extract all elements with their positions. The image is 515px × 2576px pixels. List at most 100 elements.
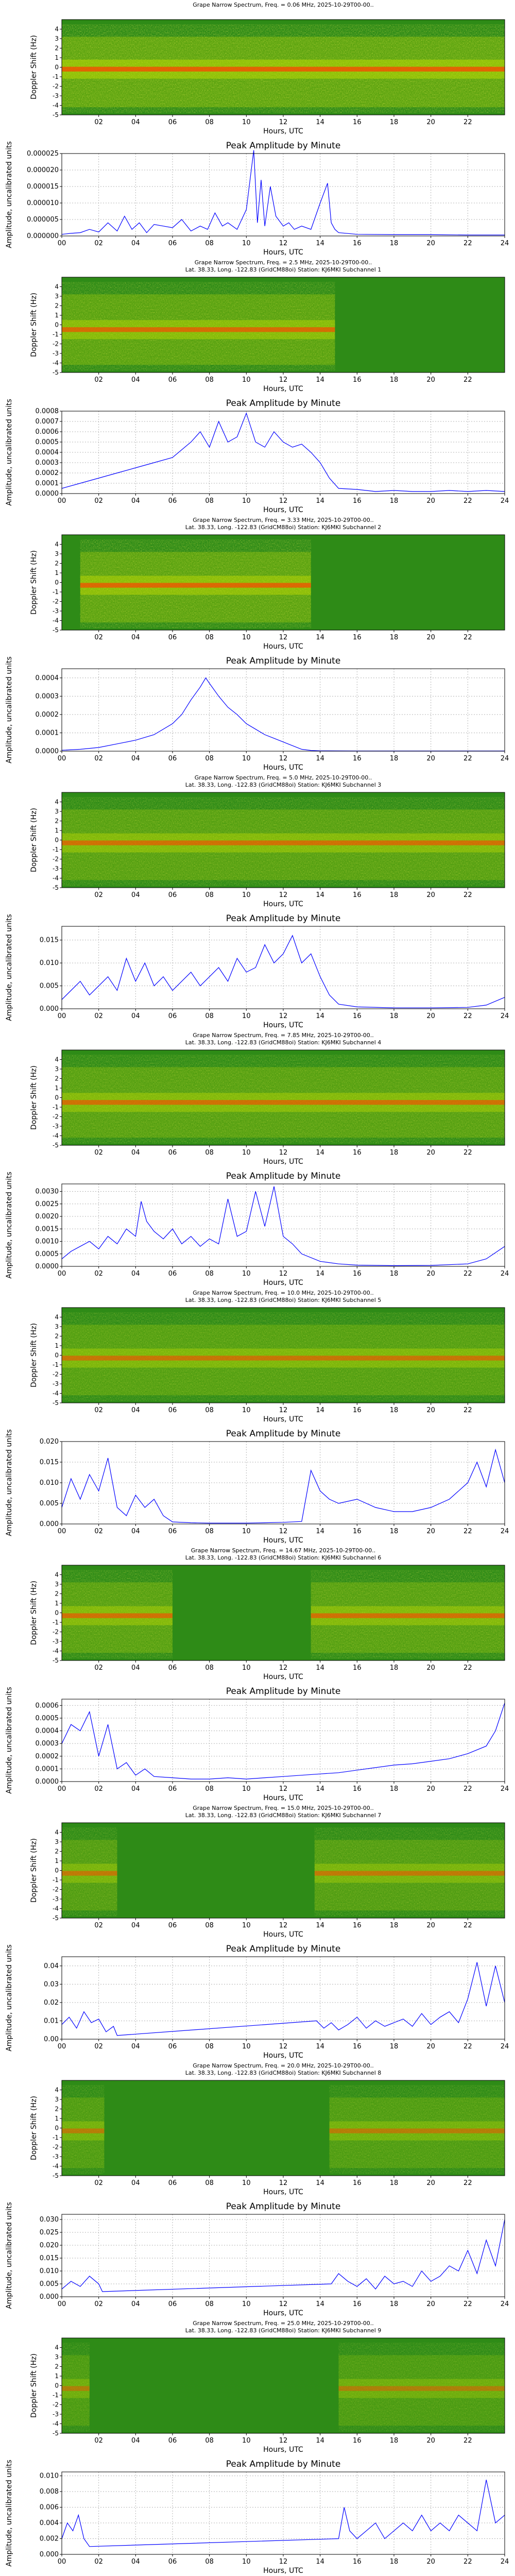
- amplitude-xtick-label: 12: [279, 1785, 288, 1793]
- spectrogram-ytick-label: 1: [55, 569, 59, 577]
- spectrogram-ytick-label: -3: [53, 1638, 59, 1645]
- spectrogram-xtick-label: 16: [353, 1149, 362, 1157]
- amplitude-xtick-label: 08: [205, 240, 214, 247]
- spectrogram-ytick-label: -3: [53, 1380, 59, 1387]
- amplitude-xtick-label: 12: [279, 1528, 288, 1535]
- amplitude-xtick-label: 16: [353, 240, 362, 247]
- amplitude-series-line: [61, 150, 505, 235]
- amplitude-xtick-label: 04: [131, 2300, 140, 2308]
- amplitude-ytick-label: 0.000: [40, 1005, 59, 1013]
- amplitude-xtick-label: 14: [316, 1270, 324, 1278]
- amplitude-xtick-label: 14: [316, 1528, 324, 1535]
- spectrogram-title: Grape Narrow Spectrum, Freq. = 25.0 MHz,…: [193, 2320, 374, 2327]
- spectrogram-carrier-0: [62, 1871, 117, 1876]
- panel-pair-8: Grape Narrow Spectrum, Freq. = 20.0 MHz,…: [5, 2062, 509, 2317]
- amplitude-ytick-label: 0.0015: [36, 1225, 59, 1233]
- spectrogram-xtick-label: 10: [242, 891, 251, 899]
- amplitude-xtick-label: 24: [501, 1528, 509, 1535]
- spectrogram-ytick-label: 2: [55, 1075, 59, 1082]
- spectrogram-xtick-label: 04: [131, 118, 140, 126]
- amplitude-xtick-label: 06: [168, 1270, 177, 1278]
- amplitude-xtick-label: 16: [353, 1528, 362, 1535]
- spectrogram-ytick-label: 0: [55, 321, 59, 329]
- spectrogram-ytick-label: -1: [53, 73, 59, 80]
- spectrogram-ylabel: Doppler Shift (Hz): [30, 35, 38, 99]
- spectrogram-xtick-label: 10: [242, 1664, 251, 1672]
- amplitude-xtick-label: 16: [353, 497, 362, 505]
- amplitude-xtick-label: 02: [94, 1785, 103, 1793]
- amplitude-xtick-label: 18: [390, 1012, 399, 1020]
- spectrogram-ytick-label: -1: [53, 331, 59, 338]
- spectrogram-xtick-label: 10: [242, 1406, 251, 1414]
- amplitude-xtick-label: 16: [353, 1270, 362, 1278]
- spectrogram-xtick-label: 14: [316, 1664, 324, 1672]
- spectrogram-ytick-label: 4: [55, 541, 59, 548]
- amplitude-ytick-label: 0.010: [40, 1479, 59, 1487]
- amplitude-xtick-label: 10: [242, 1270, 251, 1278]
- spectrogram-ytick-label: -4: [53, 360, 59, 367]
- spectrogram-xtick-label: 08: [205, 891, 214, 899]
- spectrogram-xtick-label: 06: [168, 1922, 177, 1929]
- spectrogram-xtick-label: 06: [168, 376, 177, 384]
- amplitude-ylabel: Amplitude, uncalibrated units: [5, 1172, 13, 1279]
- amplitude-ytick-label: 0.006: [40, 2504, 59, 2512]
- amplitude-xtick-label: 18: [390, 755, 399, 762]
- amplitude-frame: [61, 2471, 505, 2555]
- amplitude-xtick-label: 00: [58, 1528, 66, 1535]
- amplitude-xtick-label: 22: [464, 497, 472, 505]
- spectrogram-ylabel: Doppler Shift (Hz): [30, 2353, 38, 2418]
- spectrogram-ylabel: Doppler Shift (Hz): [30, 1065, 38, 1130]
- spectrogram-xlabel: Hours, UTC: [263, 1930, 303, 1939]
- amplitude-xtick-label: 16: [353, 1785, 362, 1793]
- amplitude-title: Peak Amplitude by Minute: [226, 398, 341, 409]
- spectrogram-title: Grape Narrow Spectrum, Freq. = 20.0 MHz,…: [193, 2062, 374, 2069]
- spectrogram-ytick-label: -5: [53, 884, 59, 891]
- amplitude-xtick-label: 06: [168, 497, 177, 505]
- amplitude-xtick-label: 18: [390, 1270, 399, 1278]
- spectrogram-ytick-label: -4: [53, 2420, 59, 2428]
- amplitude-title: Peak Amplitude by Minute: [226, 1686, 341, 1697]
- amplitude-xlabel: Hours, UTC: [263, 1536, 303, 1545]
- amplitude-xtick-label: 18: [390, 497, 399, 505]
- spectrogram-xtick-label: 02: [94, 634, 103, 641]
- amplitude-ytick-label: 0.0006: [36, 428, 59, 436]
- spectrogram-xtick-label: 08: [205, 1406, 214, 1414]
- spectrogram-ytick-label: 2: [55, 1333, 59, 1340]
- amplitude-xtick-label: 00: [58, 1270, 66, 1278]
- amplitude-xtick-label: 12: [279, 240, 288, 247]
- amplitude-ytick-label: 0.010: [40, 959, 59, 967]
- spectrogram-xlabel: Hours, UTC: [263, 1673, 303, 1681]
- amplitude-xtick-label: 24: [501, 1785, 509, 1793]
- amplitude-ytick-label: 0.0004: [36, 449, 59, 456]
- amplitude-xtick-label: 10: [242, 2558, 251, 2566]
- spectrogram-xtick-label: 02: [94, 1664, 103, 1672]
- amplitude-xtick-label: 02: [94, 2043, 103, 2050]
- panel-pair-7: Grape Narrow Spectrum, Freq. = 15.0 MHz,…: [5, 1805, 509, 2060]
- spectrogram-xtick-label: 08: [205, 1922, 214, 1929]
- spectrogram-xtick-label: 04: [131, 376, 140, 384]
- amplitude-title: Peak Amplitude by Minute: [226, 1944, 341, 1954]
- spectrogram-xtick-label: 20: [426, 376, 435, 384]
- amplitude-ytick-label: 0.0002: [36, 711, 59, 719]
- spectrogram-ytick-label: 2: [55, 818, 59, 825]
- spectrogram-xtick-label: 14: [316, 1149, 324, 1157]
- amplitude-ylabel: Amplitude, uncalibrated units: [5, 1429, 13, 1536]
- amplitude-xtick-label: 12: [279, 2300, 288, 2308]
- amplitude-xtick-label: 00: [58, 1785, 66, 1793]
- spectrogram-ylabel: Doppler Shift (Hz): [30, 1581, 38, 1645]
- spectrogram-ytick-label: 1: [55, 2372, 59, 2380]
- spectrogram-xtick-label: 04: [131, 1406, 140, 1414]
- amplitude-xtick-label: 14: [316, 240, 324, 247]
- amplitude-xtick-label: 14: [316, 2300, 324, 2308]
- amplitude-ytick-label: 0.0005: [36, 1250, 59, 1258]
- spectrogram-xtick-label: 10: [242, 118, 251, 126]
- amplitude-xtick-label: 22: [464, 1785, 472, 1793]
- spectrogram-ytick-label: -2: [53, 1371, 59, 1378]
- amplitude-xtick-label: 08: [205, 2300, 214, 2308]
- amplitude-ylabel: Amplitude, uncalibrated units: [5, 1944, 13, 2052]
- spectrogram-xtick-label: 04: [131, 1922, 140, 1929]
- amplitude-ytick-label: 0.015: [40, 1459, 59, 1466]
- spectrogram-ytick-label: 3: [55, 2353, 59, 2361]
- amplitude-xtick-label: 04: [131, 1528, 140, 1535]
- amplitude-xtick-label: 16: [353, 1012, 362, 1020]
